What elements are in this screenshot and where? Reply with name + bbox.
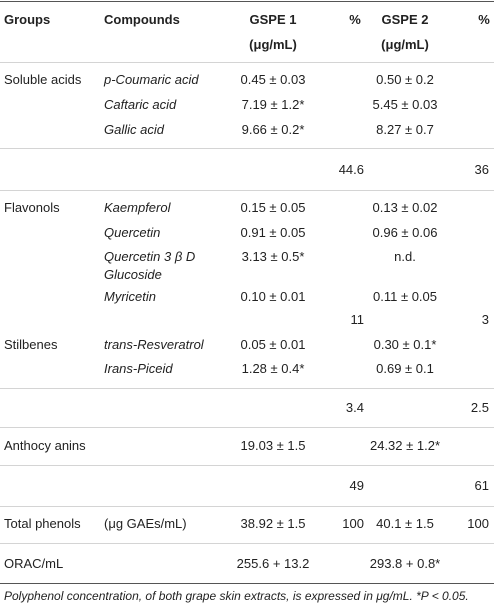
table-cell: 1.28 ± 0.4*: [241, 361, 305, 376]
table-cell: 36: [474, 162, 489, 177]
table-cell: (μg GAEs/mL): [104, 516, 187, 531]
table-cell: 19.03 ± 1.5: [240, 438, 306, 453]
rule: [0, 148, 494, 149]
rule: [0, 543, 494, 544]
table-cell: 3.4: [345, 400, 364, 415]
header-cell: (μg/mL): [249, 37, 297, 52]
table-cell: 9.66 ± 0.2*: [241, 122, 305, 137]
table-cell: 24.32 ± 1.2*: [369, 438, 441, 453]
table-cell: p-Coumaric acid: [104, 72, 199, 87]
table-cell: Soluble acids: [4, 72, 82, 87]
table-cell: Quercetin: [104, 225, 161, 240]
rule: [0, 583, 494, 584]
header-cell: Compounds: [104, 12, 180, 27]
table-cell: 5.45 ± 0.03: [372, 97, 438, 112]
header-cell: %: [478, 12, 490, 27]
rule: [0, 190, 494, 191]
table-cell: Myricetin: [104, 289, 157, 304]
table-cell: 0.50 ± 0.2: [376, 72, 434, 87]
table-cell: 293.8 + 0.8*: [369, 556, 441, 571]
table-cell: 11: [350, 312, 365, 327]
table-cell: 0.45 ± 0.03: [240, 72, 306, 87]
rule: [0, 388, 494, 389]
rule: [0, 465, 494, 466]
table-cell: 0.96 ± 0.06: [372, 225, 438, 240]
rule: [0, 427, 494, 428]
table-cell: 44.6: [338, 162, 364, 177]
table-cell: 38.92 ± 1.5: [240, 516, 306, 531]
table-cell: 100: [342, 516, 364, 531]
header-cell: %: [349, 12, 361, 27]
table-cell: Quercetin 3 β D Glucoside: [104, 249, 196, 282]
table-cell: 0.05 ± 0.01: [240, 337, 306, 352]
header-cell: (μg/mL): [381, 37, 429, 52]
table-cell: 2.5: [470, 400, 489, 415]
table-cell: 0.91 ± 0.05: [240, 225, 306, 240]
table-cell: Gallic acid: [104, 122, 164, 137]
rule: [0, 62, 494, 63]
table-cell: 0.10 ± 0.01: [240, 289, 306, 304]
table-cell: n.d.: [394, 249, 416, 264]
table-cell: 0.13 ± 0.02: [372, 200, 438, 215]
table-cell: Kaempferol: [104, 200, 171, 215]
table-cell: ORAC/mL: [4, 556, 64, 571]
table-cell: 61: [474, 478, 489, 493]
header-cell: Groups: [4, 12, 51, 27]
table-cell: 0.69 ± 0.1: [376, 361, 434, 376]
table-cell: Flavonols: [4, 200, 60, 215]
table-cell: 7.19 ± 1.2*: [241, 97, 305, 112]
table-cell: 3.13 ± 0.5*: [241, 249, 305, 264]
table-cell: 49: [349, 478, 364, 493]
table-cell: Stilbenes: [4, 337, 58, 352]
table-cell: 3: [481, 312, 489, 327]
table-cell: Total phenols: [4, 516, 81, 531]
table-cell: 8.27 ± 0.7: [376, 122, 434, 137]
table-cell: Caftaric acid: [104, 97, 177, 112]
table-cell: 40.1 ± 1.5: [376, 516, 434, 531]
table-cell: trans-Resveratrol: [104, 337, 204, 352]
table-cell: Irans-Piceid: [104, 361, 173, 376]
rule: [0, 1, 494, 2]
table-cell: 0.15 ± 0.05: [240, 200, 306, 215]
header-cell: GSPE 1: [249, 12, 297, 27]
table-cell: 0.30 ± 0.1*: [373, 337, 437, 352]
header-cell: GSPE 2: [381, 12, 429, 27]
table-cell: 0.11 ± 0.05: [373, 289, 437, 304]
table-cell: 100: [467, 516, 489, 531]
footnote: Polyphenol concentration, of both grape …: [4, 589, 469, 603]
table-cell: Anthocy anins: [4, 438, 86, 453]
rule: [0, 506, 494, 507]
table-cell: 255.6 + 13.2: [236, 556, 310, 571]
